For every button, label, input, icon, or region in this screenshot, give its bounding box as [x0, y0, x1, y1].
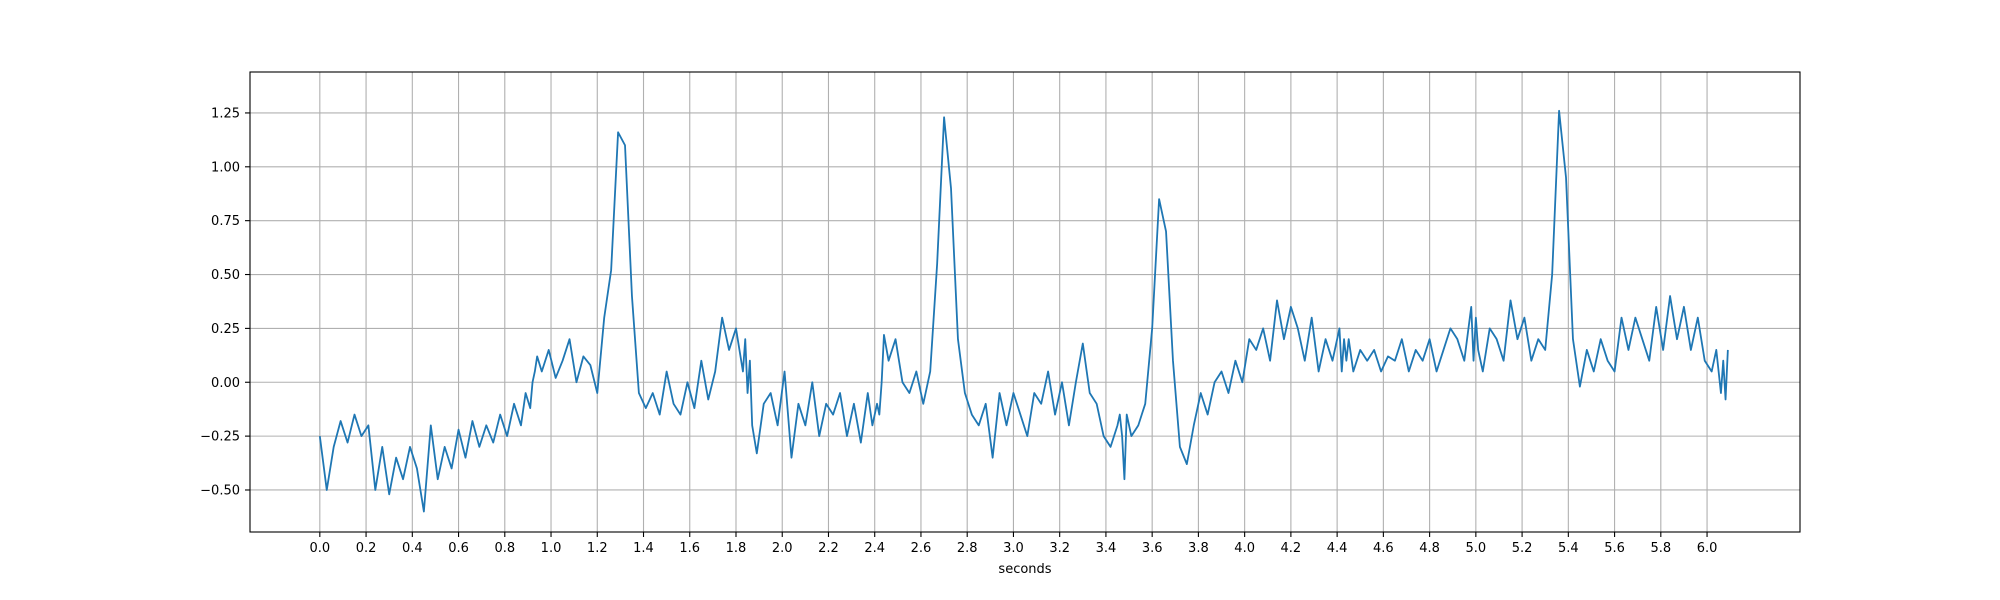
x-tick-label: 3.4	[1096, 541, 1117, 556]
x-tick-label: 3.8	[1188, 541, 1209, 556]
x-tick-label: 5.2	[1512, 541, 1533, 556]
x-tick-label: 1.0	[541, 541, 562, 556]
x-tick-label: 0.2	[356, 541, 377, 556]
y-tick-label: 0.00	[211, 376, 240, 391]
x-tick-label: 1.8	[726, 541, 747, 556]
x-tick-label: 0.4	[402, 541, 423, 556]
x-tick-label: 4.6	[1373, 541, 1394, 556]
x-tick-label: 2.2	[818, 541, 839, 556]
y-axis: −0.50 −0.25 0.00 0.25 0.50 0.75 1.00 1.25	[200, 106, 250, 498]
x-tick-label: 1.4	[633, 541, 654, 556]
x-tick-label: 4.2	[1281, 541, 1302, 556]
x-tick-label: 3.2	[1049, 541, 1070, 556]
x-tick-label: 0.0	[309, 541, 330, 556]
y-tick-label: 1.25	[211, 106, 240, 121]
y-tick-label: 0.25	[211, 322, 240, 337]
x-tick-label: 5.8	[1650, 541, 1671, 556]
x-tick-label: 4.4	[1327, 541, 1348, 556]
x-tick-label: 2.0	[772, 541, 793, 556]
x-tick-label: 2.4	[864, 541, 885, 556]
y-tick-label: 0.50	[211, 268, 240, 283]
x-tick-label: 4.0	[1234, 541, 1255, 556]
y-tick-label: 0.75	[211, 214, 240, 229]
y-tick-label: −0.50	[200, 483, 240, 498]
x-tick-label: 2.6	[911, 541, 932, 556]
x-tick-label: 3.6	[1142, 541, 1163, 556]
x-tick-label: 6.0	[1697, 541, 1718, 556]
x-tick-label: 1.2	[587, 541, 608, 556]
x-tick-label: 1.6	[679, 541, 700, 556]
x-tick-label: 0.6	[448, 541, 469, 556]
x-tick-label: 5.0	[1466, 541, 1487, 556]
x-axis: 0.0 0.2 0.4 0.6 0.8 1.0 1.2 1.4 1.6 1.8 2.0 2.2 2.4 2…	[309, 532, 1717, 556]
x-tick-label: 2.8	[957, 541, 978, 556]
y-tick-label: 1.00	[211, 160, 240, 175]
x-tick-label: 4.8	[1419, 541, 1440, 556]
grid	[250, 72, 1800, 532]
x-axis-label: seconds	[998, 562, 1051, 577]
series-line-signal	[318, 109, 1729, 513]
x-tick-label: 5.6	[1604, 541, 1625, 556]
x-tick-label: 3.0	[1003, 541, 1024, 556]
series-layer	[318, 109, 1729, 513]
x-tick-label: 5.4	[1558, 541, 1579, 556]
plot-frame	[249, 71, 1801, 533]
y-tick-label: −0.25	[200, 430, 240, 445]
x-tick-label: 0.8	[494, 541, 515, 556]
